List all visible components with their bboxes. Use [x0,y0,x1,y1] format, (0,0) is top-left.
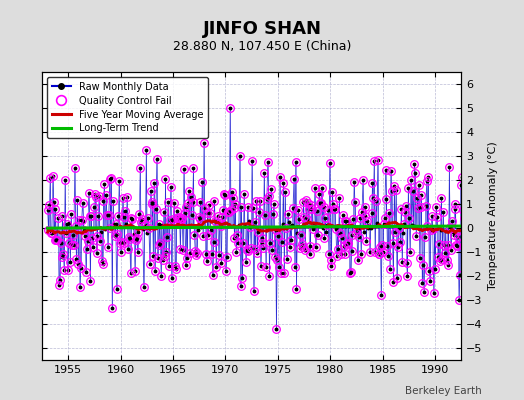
Y-axis label: Temperature Anomaly (°C): Temperature Anomaly (°C) [488,142,498,290]
Text: 28.880 N, 107.450 E (China): 28.880 N, 107.450 E (China) [173,40,351,53]
Legend: Raw Monthly Data, Quality Control Fail, Five Year Moving Average, Long-Term Tren: Raw Monthly Data, Quality Control Fail, … [47,77,208,138]
Text: JINFO SHAN: JINFO SHAN [202,20,322,38]
Text: Berkeley Earth: Berkeley Earth [406,386,482,396]
